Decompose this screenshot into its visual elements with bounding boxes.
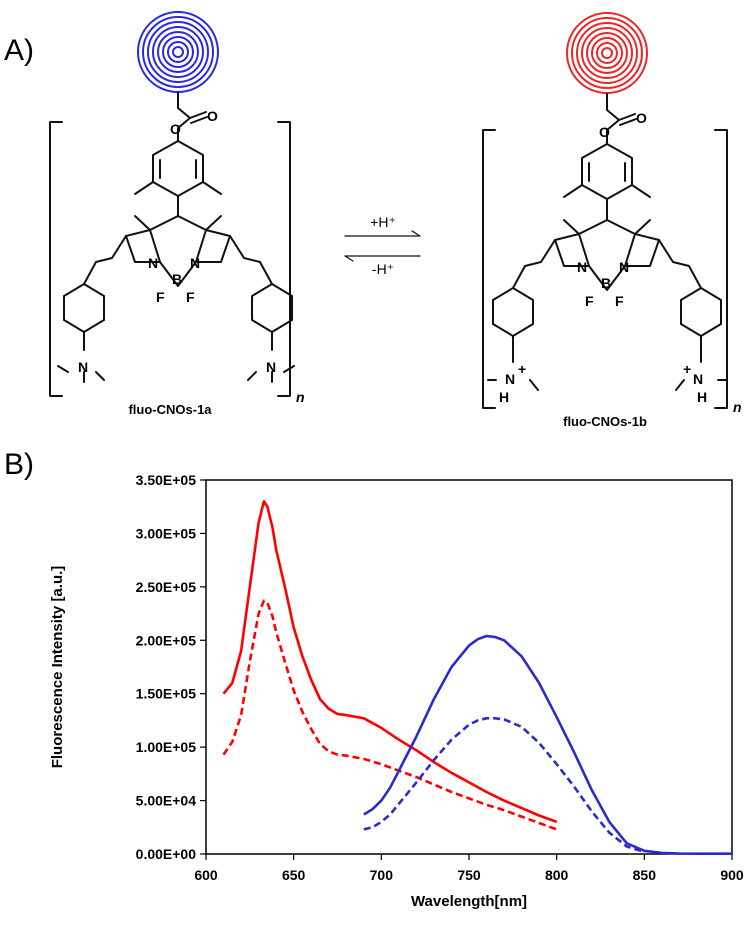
atom-n-amine-left: N: [78, 359, 88, 375]
carbonyl-oxygen-1b: O: [636, 110, 647, 126]
atom-n-left-1b: N: [577, 259, 587, 275]
equilibrium-arrows: +H⁺ -H⁺: [344, 214, 421, 277]
x-tick-label: 650: [282, 867, 306, 883]
charge-plus-left: +: [518, 361, 526, 377]
x-tick-label: 800: [545, 867, 569, 883]
molecule-1a: O O N N B F F N N fluo-CNOs-1a n: [49, 92, 305, 417]
onion-shell: [576, 22, 638, 84]
x-tick-label: 850: [633, 867, 657, 883]
y-tick-label: 3.50E+05: [136, 472, 197, 488]
y-tick-label: 5.00E+04: [136, 793, 197, 809]
bracket-right: [277, 121, 291, 397]
onion-shell: [142, 16, 214, 88]
series-group: [222, 500, 732, 855]
atom-h-right: H: [697, 389, 707, 405]
y-tick-label: 2.00E+05: [136, 632, 197, 648]
x-tick-label: 600: [194, 867, 218, 883]
onion-shell: [147, 21, 209, 83]
onion-shell: [571, 17, 643, 89]
x-axis: 600 650 700 750 800 850 900: [194, 854, 744, 883]
x-axis-label: Wavelength[nm]: [411, 893, 527, 910]
atom-f-left: F: [156, 289, 165, 305]
compound-label-1a: fluo-CNOs-1a: [128, 402, 212, 417]
reverse-arrow-label: -H⁺: [372, 261, 394, 277]
series-line-2: [222, 599, 558, 831]
compound-label-1b: fluo-CNOs-1b: [563, 414, 647, 429]
onion-shell: [152, 26, 204, 78]
atom-n-right-1b: N: [619, 259, 629, 275]
panel-b-label: B): [4, 448, 34, 481]
atom-n-right: N: [190, 255, 200, 271]
ester-oxygen-1b: O: [599, 124, 610, 140]
y-axis-label: Fluorescence Intensity [a.u.]: [49, 566, 66, 769]
onion-shell: [162, 36, 194, 68]
carbon-onion-blue: [137, 11, 219, 93]
onion-shell: [157, 31, 199, 73]
atom-n-ammonium-left: N: [505, 371, 515, 387]
onion-shell: [596, 42, 618, 64]
bracket-left: [49, 121, 63, 397]
atom-n-left: N: [148, 255, 158, 271]
onion-shell: [586, 32, 628, 74]
carbonyl-oxygen: O: [207, 108, 218, 124]
y-tick-label: 2.50E+05: [136, 579, 197, 595]
onion-shell: [581, 27, 633, 79]
y-tick-label: 3.00E+05: [136, 525, 197, 541]
y-axis: 0.00E+00 5.00E+04 1.00E+05 1.50E+05 2.00E+05…: [136, 472, 206, 862]
series-line-4: [363, 717, 645, 854]
onion-shell: [172, 46, 184, 58]
series-line-3: [363, 634, 732, 855]
onion-shell: [167, 41, 189, 63]
y-tick-label: 1.00E+05: [136, 739, 197, 755]
fluorescence-chart: 0.00E+00 5.00E+04 1.00E+05 1.50E+05 2.00E+05…: [49, 472, 744, 910]
subscript-n-left: n: [296, 389, 305, 405]
ester-oxygen: O: [170, 121, 181, 137]
onion-shell: [137, 11, 219, 93]
atom-b-1b: B: [601, 275, 611, 291]
bracket-right-1b: [714, 129, 728, 409]
atom-f-right-1b: F: [615, 293, 624, 309]
forward-arrow-label: +H⁺: [370, 214, 396, 230]
y-tick-label: 1.50E+05: [136, 686, 197, 702]
atom-f-left-1b: F: [585, 293, 594, 309]
x-tick-label: 700: [370, 867, 394, 883]
onion-shell: [566, 12, 648, 94]
series-line-1: [222, 500, 558, 824]
charge-plus-right: +: [683, 361, 691, 377]
reaction-scheme: O O N N B F F N N fluo-CNOs-1a n +H⁺ -H⁺: [49, 11, 742, 429]
carbon-onion-red: [566, 12, 648, 94]
atom-n-amine-right: N: [266, 359, 276, 375]
subscript-n-right: n: [733, 399, 742, 415]
bracket-left-1b: [482, 129, 496, 409]
onion-shell: [591, 37, 623, 69]
x-tick-label: 900: [720, 867, 744, 883]
atom-f-right: F: [186, 289, 195, 305]
onion-shell: [601, 47, 613, 59]
atom-b: B: [172, 271, 182, 287]
x-tick-label: 750: [457, 867, 481, 883]
molecule-1b: O O N N B F F N + H N + H fluo-CNOs-1b n: [482, 93, 742, 429]
atom-h-left: H: [499, 389, 509, 405]
atom-n-ammonium-right: N: [693, 371, 703, 387]
panel-a-label: A): [4, 34, 34, 67]
y-tick-label: 0.00E+00: [136, 846, 197, 862]
